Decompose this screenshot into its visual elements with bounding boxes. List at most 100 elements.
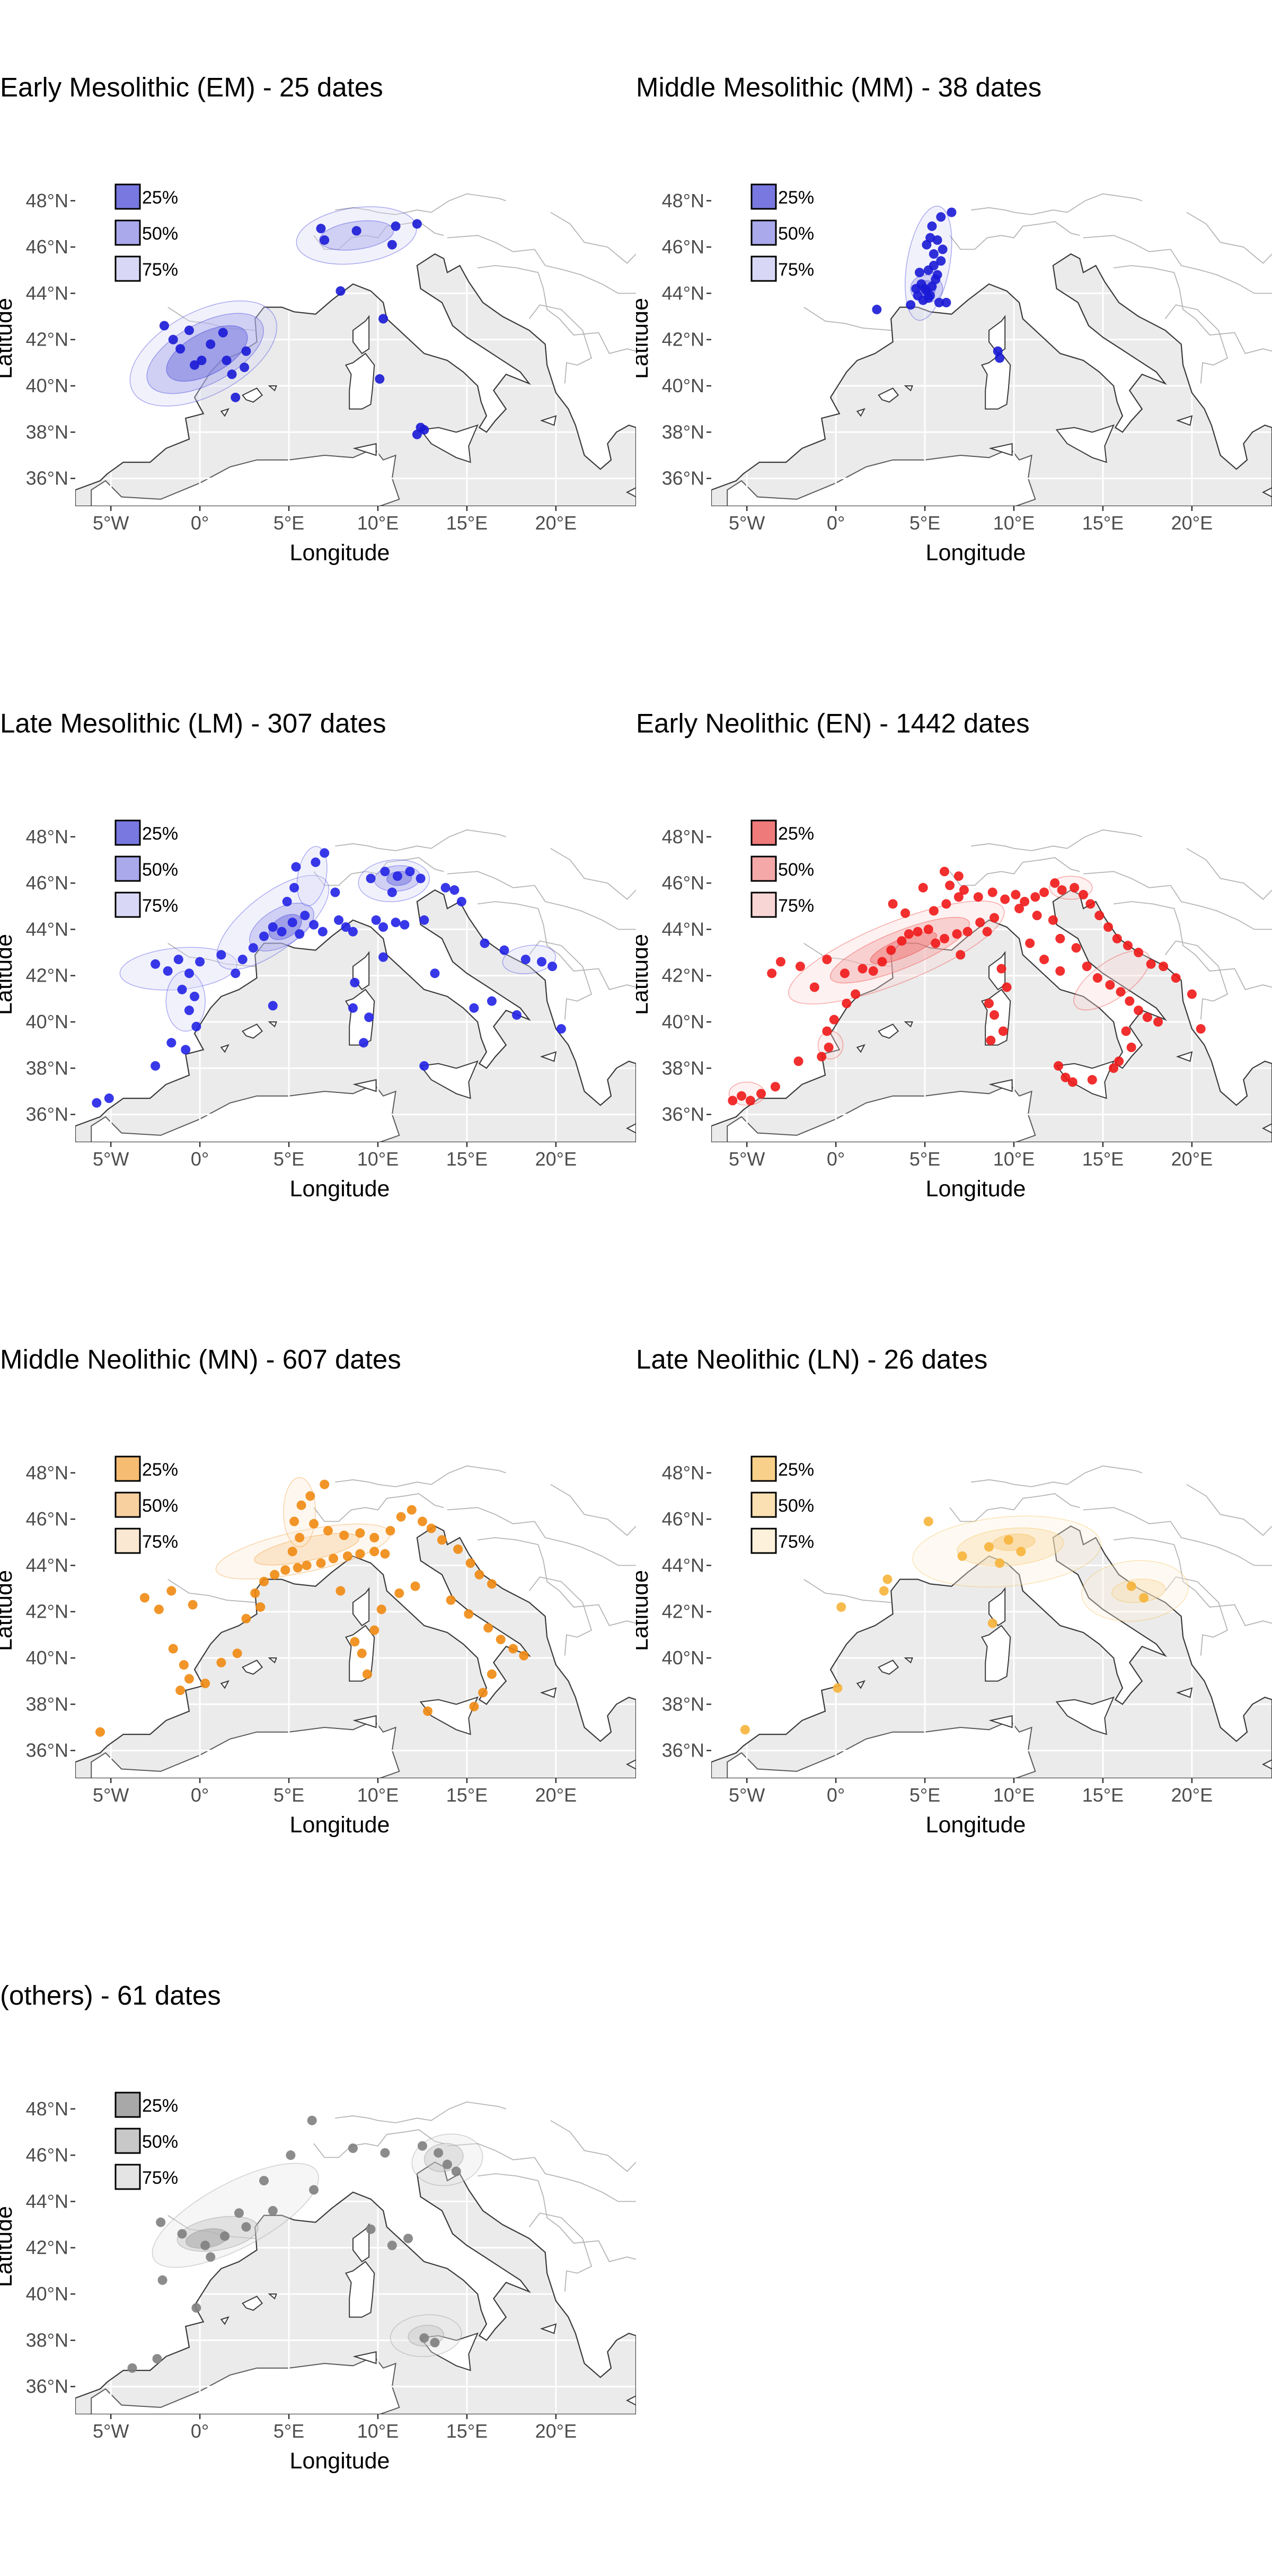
border-line: [167, 942, 255, 967]
y-tick-label: 36°N: [26, 467, 68, 489]
site-point: [329, 1554, 339, 1564]
site-point: [416, 874, 426, 884]
legend-swatch: [750, 819, 777, 846]
island: [242, 2296, 263, 2311]
site-point: [300, 911, 310, 921]
y-axis-title: Latitude: [0, 1570, 17, 1651]
border-line: [335, 193, 507, 215]
island: [242, 387, 263, 403]
site-point: [519, 1651, 529, 1661]
site-point: [139, 1593, 149, 1603]
site-point: [1016, 1547, 1026, 1557]
site-point: [355, 1549, 365, 1559]
border-line: [528, 304, 593, 384]
site-point: [914, 268, 924, 278]
y-tick-label: 48°N: [26, 826, 68, 848]
site-point: [369, 1625, 379, 1635]
island: [904, 385, 913, 392]
site-point: [945, 880, 955, 890]
site-point: [184, 1674, 194, 1684]
site-point: [1030, 892, 1040, 902]
site-point: [323, 1525, 333, 1536]
site-point: [437, 1535, 447, 1545]
site-point: [822, 955, 832, 965]
site-point: [499, 945, 509, 955]
y-tick-label: 46°N: [26, 236, 68, 258]
site-point: [984, 999, 994, 1009]
border-line: [1113, 265, 1272, 354]
x-tick-label: 15°E: [446, 1148, 488, 1170]
island: [856, 408, 865, 417]
legend-label: 50%: [142, 1496, 178, 1516]
site-point: [268, 2206, 278, 2216]
site-point: [423, 1706, 433, 1716]
site-point: [929, 906, 939, 916]
site-point: [241, 1613, 251, 1624]
site-point: [376, 1604, 386, 1615]
site-point: [348, 927, 358, 937]
site-point: [767, 968, 777, 978]
x-tick-label: 5°E: [909, 1784, 940, 1806]
site-point: [335, 286, 346, 296]
site-point: [259, 1576, 269, 1586]
site-point: [410, 1581, 420, 1591]
y-tick-label: 44°N: [26, 282, 68, 304]
y-tick-label: 46°N: [662, 872, 704, 894]
site-point: [163, 966, 173, 976]
site-point: [487, 996, 497, 1006]
site-point: [888, 899, 898, 909]
site-point: [1126, 1043, 1136, 1053]
density-legend: 25% 50% 75%: [114, 183, 178, 282]
x-tick-label: 10°E: [357, 512, 399, 534]
site-point: [391, 918, 401, 928]
site-point: [1053, 1061, 1063, 1071]
legend-swatch: [114, 2128, 141, 2154]
y-axis-title: Latitude: [0, 298, 17, 379]
border-line: [477, 1537, 636, 1626]
site-point: [1146, 959, 1156, 969]
legend-label: 25%: [142, 1460, 178, 1480]
x-tick-label: 10°E: [993, 512, 1035, 534]
site-point: [1142, 1012, 1152, 1022]
site-point: [829, 1014, 839, 1025]
site-point: [250, 1588, 260, 1598]
site-point: [378, 952, 388, 962]
site-point: [316, 1558, 326, 1568]
island: [878, 387, 899, 403]
x-tick-label: 0°: [191, 2420, 209, 2442]
site-point: [511, 1010, 522, 1020]
x-axis-title: Longitude: [290, 540, 390, 566]
site-point: [953, 892, 964, 902]
map-panel: Late Neolithic (LN) - 26 dates 25% 50% 75% 3…: [636, 1304, 1272, 1940]
site-point: [320, 1479, 330, 1489]
site-point: [184, 968, 194, 978]
island: [220, 1680, 229, 1689]
border-line: [313, 857, 444, 886]
site-point: [222, 355, 232, 365]
border-line: [803, 942, 891, 967]
y-tick-label: 48°N: [26, 1462, 68, 1484]
x-axis-title: Longitude: [926, 1176, 1026, 1202]
density-contour: [912, 1515, 1101, 1587]
site-point: [157, 2275, 167, 2285]
island: [981, 1625, 1011, 1682]
site-point: [371, 915, 381, 925]
site-point: [1082, 961, 1092, 972]
site-point: [364, 1012, 374, 1022]
site-point: [975, 918, 985, 928]
site-point: [206, 339, 216, 349]
site-point: [380, 1549, 390, 1559]
border-line: [528, 1576, 593, 1656]
x-tick-label: 5°W: [93, 2420, 129, 2442]
island: [268, 385, 277, 392]
site-point: [882, 1574, 893, 1584]
y-tick-label: 38°N: [26, 1057, 68, 1079]
legend-label: 25%: [778, 1460, 814, 1480]
x-tick-label: 20°E: [1171, 1148, 1213, 1170]
y-tick-label: 40°N: [662, 375, 704, 396]
site-point: [1109, 1063, 1119, 1073]
site-point: [929, 249, 939, 259]
legend-swatch: [750, 1492, 777, 1518]
legend-label: 50%: [142, 860, 178, 880]
site-point: [1000, 894, 1010, 904]
